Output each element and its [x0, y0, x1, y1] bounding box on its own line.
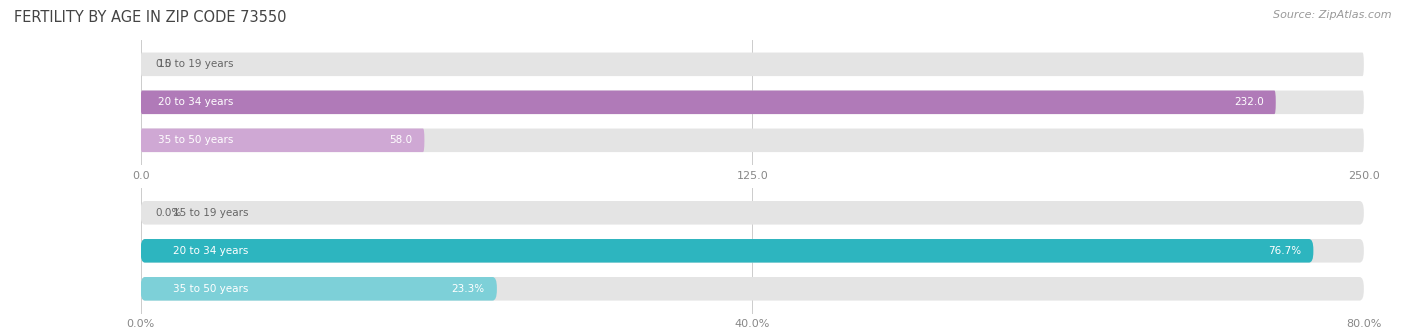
- Text: 35 to 50 years: 35 to 50 years: [173, 284, 249, 294]
- FancyBboxPatch shape: [141, 201, 1364, 225]
- Text: 0.0%: 0.0%: [155, 208, 181, 218]
- Text: Source: ZipAtlas.com: Source: ZipAtlas.com: [1274, 10, 1392, 20]
- Text: 232.0: 232.0: [1234, 97, 1264, 107]
- FancyBboxPatch shape: [141, 90, 1275, 114]
- Text: 15 to 19 years: 15 to 19 years: [157, 59, 233, 69]
- Text: FERTILITY BY AGE IN ZIP CODE 73550: FERTILITY BY AGE IN ZIP CODE 73550: [14, 10, 287, 25]
- FancyBboxPatch shape: [141, 128, 425, 152]
- Text: 58.0: 58.0: [389, 135, 412, 145]
- FancyBboxPatch shape: [141, 277, 1364, 301]
- Text: 20 to 34 years: 20 to 34 years: [173, 246, 249, 256]
- Text: 23.3%: 23.3%: [451, 284, 485, 294]
- Text: 35 to 50 years: 35 to 50 years: [157, 135, 233, 145]
- FancyBboxPatch shape: [141, 239, 1313, 263]
- FancyBboxPatch shape: [141, 239, 1364, 263]
- FancyBboxPatch shape: [141, 90, 1364, 114]
- Text: 15 to 19 years: 15 to 19 years: [173, 208, 249, 218]
- Text: 0.0: 0.0: [155, 59, 172, 69]
- FancyBboxPatch shape: [141, 277, 496, 301]
- Text: 76.7%: 76.7%: [1268, 246, 1301, 256]
- FancyBboxPatch shape: [141, 128, 1364, 152]
- Text: 20 to 34 years: 20 to 34 years: [157, 97, 233, 107]
- FancyBboxPatch shape: [141, 52, 1364, 76]
